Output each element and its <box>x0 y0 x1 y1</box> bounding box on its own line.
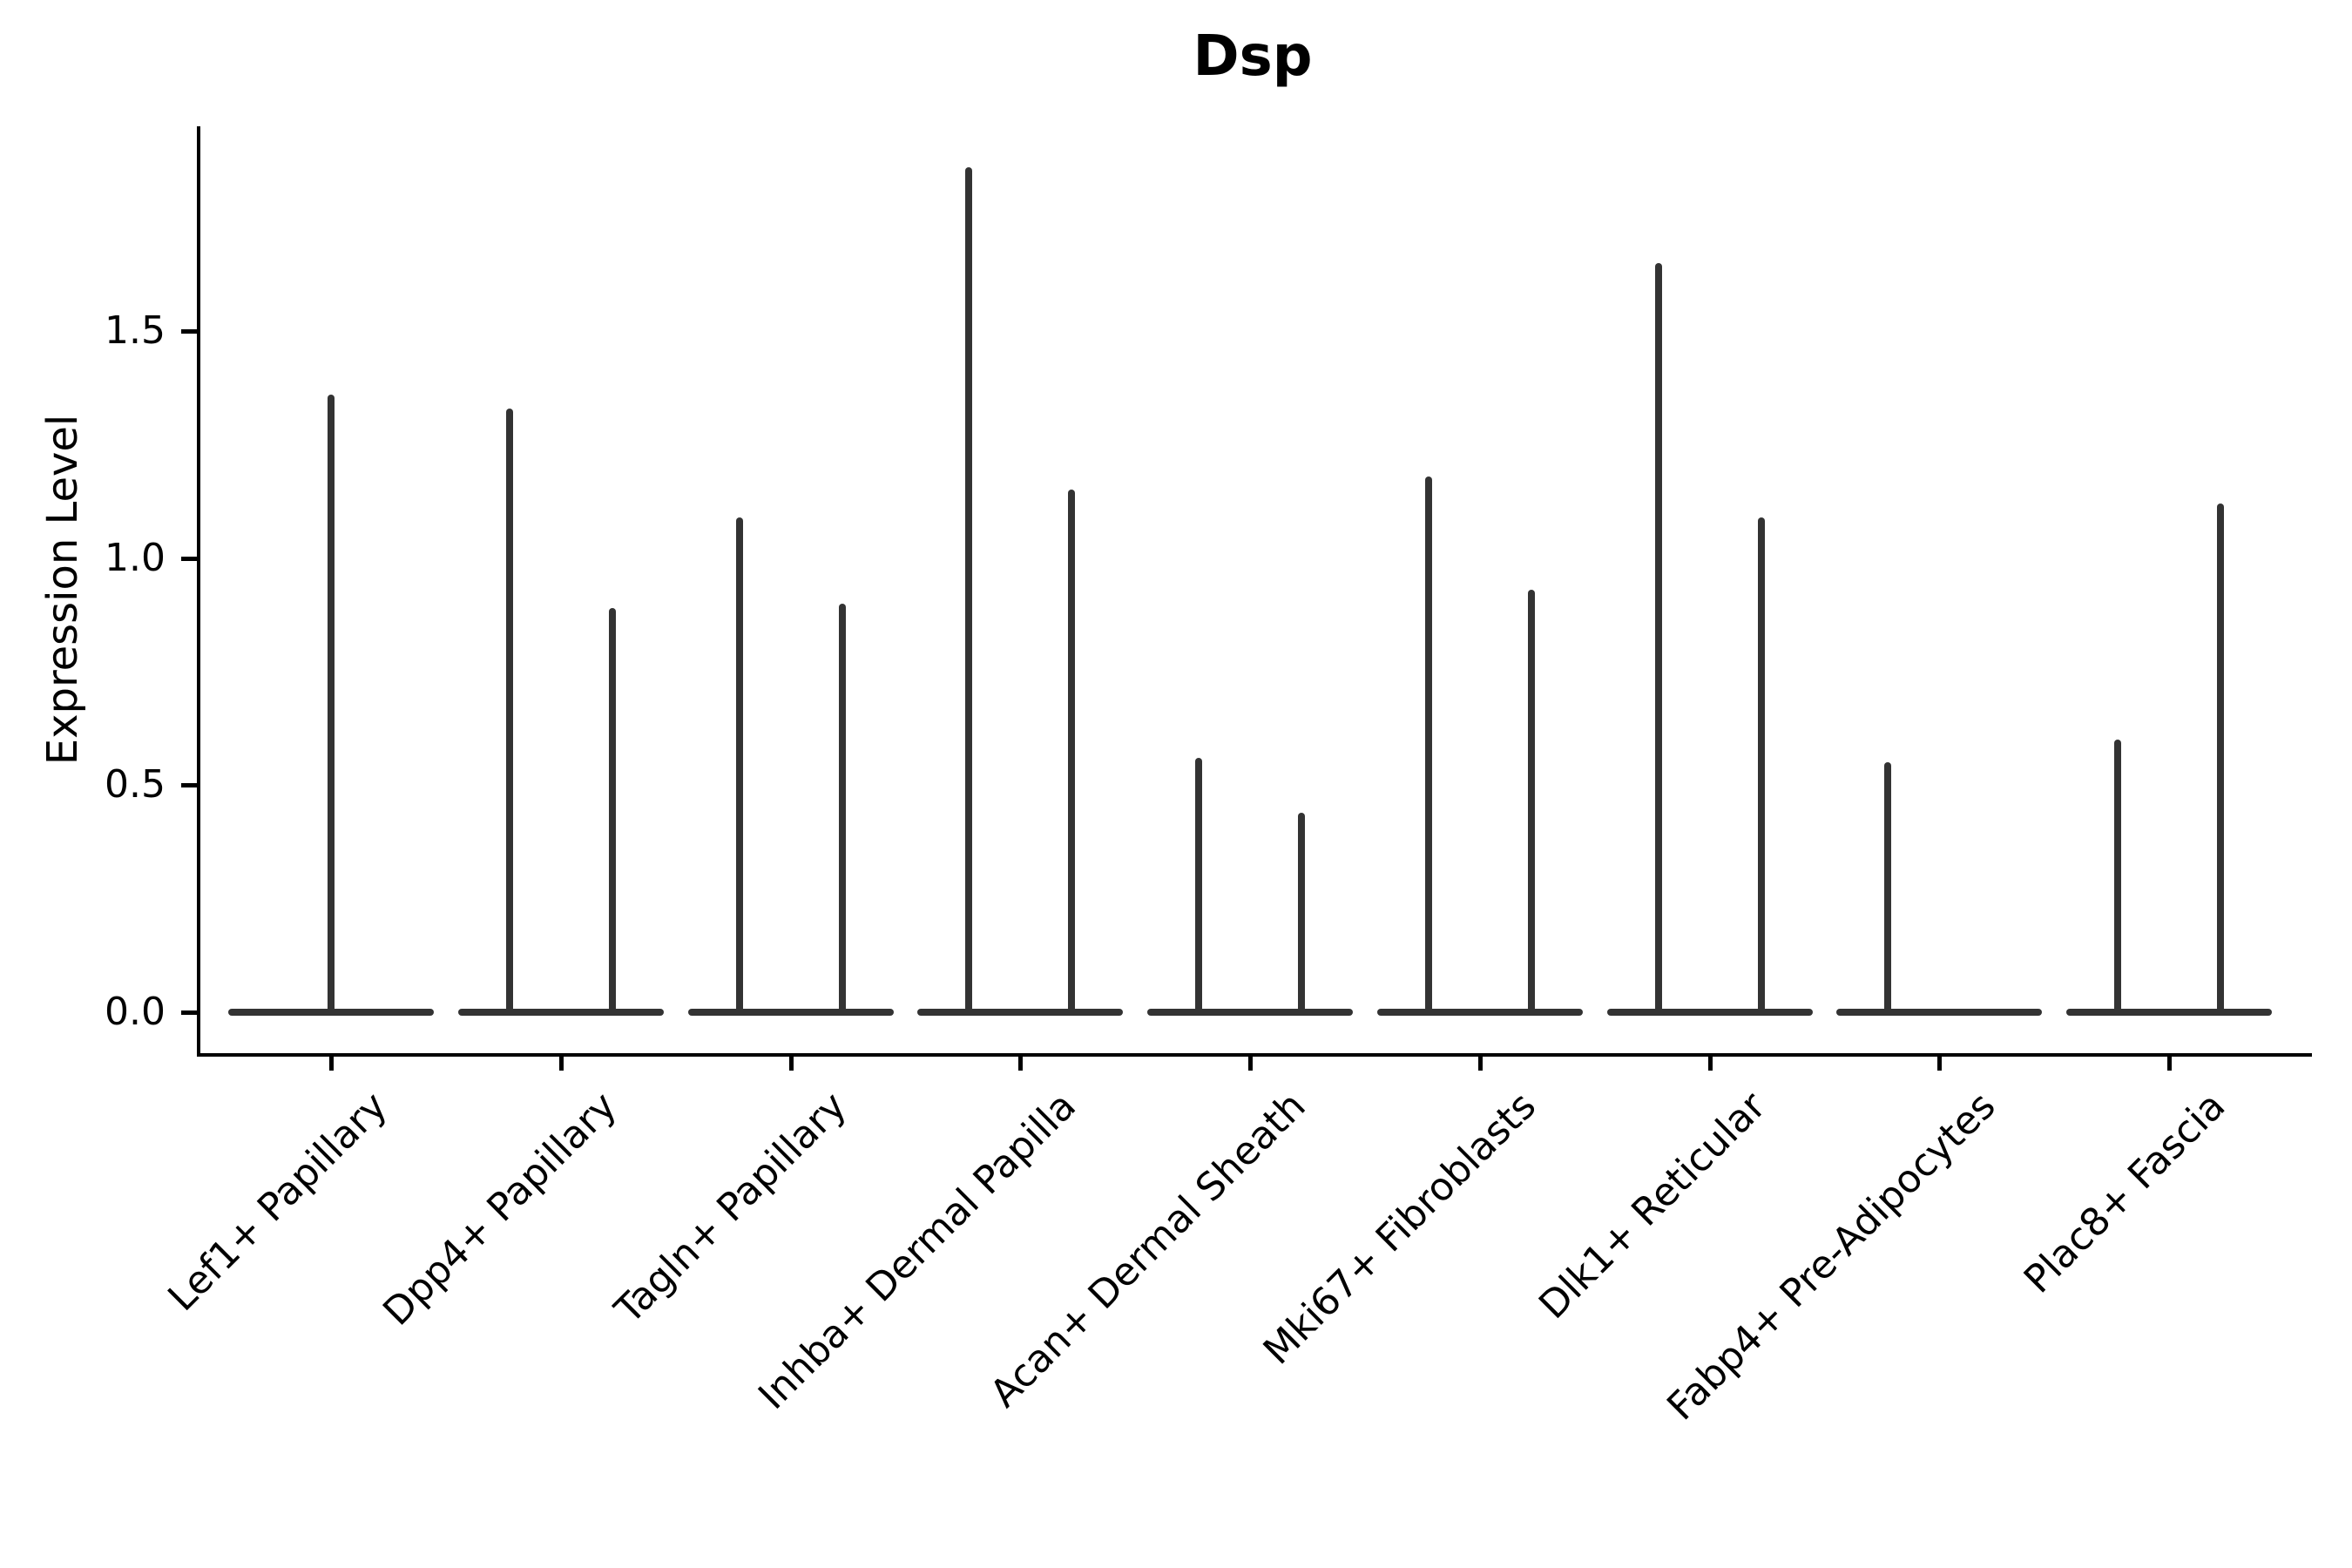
violin-spike <box>1884 762 1892 1012</box>
violin-spike <box>1527 590 1535 1012</box>
x-tick-label: Lef1+ Papillary <box>159 1084 396 1321</box>
violin-spike <box>1298 812 1305 1012</box>
x-tick <box>2167 1057 2172 1071</box>
y-tick <box>181 783 197 788</box>
violin-baseline <box>1376 1009 1583 1016</box>
y-axis-title-text: Expression Level <box>38 414 87 766</box>
y-tick-label: 0.5 <box>105 762 166 808</box>
x-tick-label: Tagln+ Papillary <box>606 1084 855 1333</box>
x-axis-spine <box>197 1053 2312 1057</box>
y-tick <box>181 328 197 334</box>
violin-baseline <box>687 1009 894 1016</box>
x-tick <box>1018 1057 1024 1071</box>
violin-spike <box>1654 262 1662 1012</box>
y-axis-spine <box>197 126 200 1057</box>
x-tick <box>329 1057 334 1071</box>
x-tick <box>1937 1057 1943 1071</box>
x-tick <box>558 1057 564 1071</box>
x-tick-label: Dpp4+ Papillary <box>375 1084 625 1335</box>
violin-baseline <box>2066 1009 2272 1016</box>
violin-spike <box>1424 476 1432 1012</box>
y-tick <box>181 556 197 561</box>
x-tick <box>788 1057 794 1071</box>
violin-spike <box>608 607 616 1012</box>
x-tick <box>1707 1057 1713 1071</box>
violin-baseline <box>1147 1009 1353 1016</box>
y-tick-label: 1.5 <box>105 308 166 353</box>
violin-spike <box>965 167 973 1012</box>
x-tick <box>1477 1057 1483 1071</box>
x-tick-label: Dlk1+ Reticular <box>1530 1084 1774 1328</box>
violin-spike <box>838 603 846 1012</box>
violin-baseline <box>1836 1009 2043 1016</box>
violin-spike <box>2114 740 2121 1012</box>
x-tick <box>1248 1057 1253 1071</box>
violin-baseline <box>228 1009 434 1016</box>
violin-baseline <box>457 1009 664 1016</box>
violin-spike <box>2217 504 2224 1012</box>
violin-baseline <box>917 1009 1124 1016</box>
violin-spike <box>1068 490 1076 1012</box>
x-tick-label: Plac8+ Fascia <box>2015 1084 2234 1302</box>
y-tick <box>181 1010 197 1015</box>
violin-spike <box>505 408 513 1012</box>
violin-baseline <box>1606 1009 1813 1016</box>
violin-spike <box>1195 758 1202 1012</box>
violin-spike <box>328 394 335 1012</box>
violin-spike <box>735 517 743 1012</box>
y-tick-label: 0.0 <box>105 990 166 1034</box>
violin-spike <box>1757 517 1765 1012</box>
chart-title: Dsp <box>1193 24 1313 89</box>
y-tick-label: 1.0 <box>105 535 166 580</box>
